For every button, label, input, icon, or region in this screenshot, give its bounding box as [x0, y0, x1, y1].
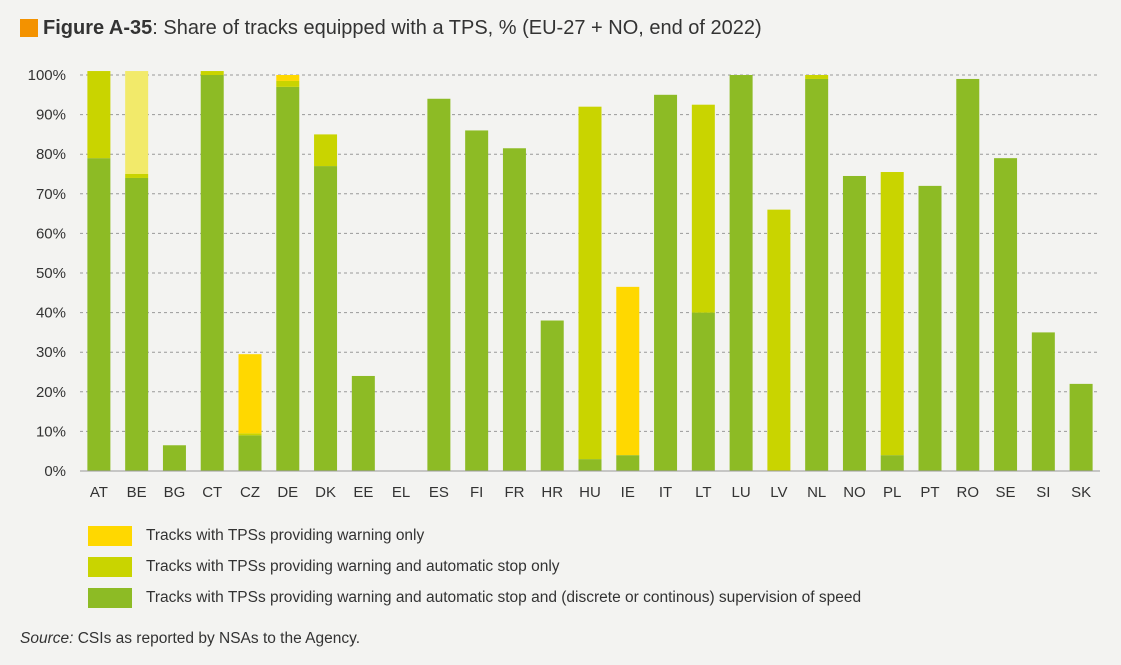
legend: Tracks with TPSs providing warning only … [88, 520, 861, 613]
bar-segment [125, 174, 149, 178]
bar-segment [87, 71, 111, 159]
bar-segment [994, 158, 1018, 471]
x-tick-label: IE [621, 484, 635, 501]
y-tick-label: 90% [36, 107, 66, 124]
bars [87, 71, 1093, 472]
x-axis-tick-labels: AT BE BG CT CZ DE DK EE EL ES FI FR HR HU IE IT LT LU LV NL… [90, 484, 1091, 501]
y-tick-label: 60% [36, 225, 66, 242]
bar-segment [654, 94, 678, 472]
bar-segment [691, 312, 715, 471]
figure-title-text: : Share of tracks equipped with a TPS, %… [152, 17, 762, 39]
bar-segment [578, 106, 602, 460]
x-tick-label: ES [429, 484, 449, 501]
x-tick-label: CT [202, 484, 222, 501]
x-tick-label: LV [770, 484, 787, 501]
x-tick-label: FI [470, 484, 483, 501]
bar-segment [616, 286, 640, 456]
bar-segment [276, 80, 300, 87]
figure-marker-icon [20, 19, 38, 37]
x-tick-label: LU [732, 484, 751, 501]
source-text: CSIs as reported by NSAs to the Agency. [73, 630, 361, 647]
bar-segment [87, 158, 111, 471]
bar-segment [805, 78, 829, 472]
legend-label: Tracks with TPSs providing warning and a… [146, 557, 560, 575]
x-tick-label: FR [504, 484, 524, 501]
bar-segment [691, 104, 715, 313]
x-tick-label: SI [1036, 484, 1050, 501]
legend-swatch [88, 587, 132, 608]
x-tick-label: BG [164, 484, 186, 501]
y-tick-label: 30% [36, 344, 66, 361]
x-tick-label: NO [843, 484, 866, 501]
legend-item-warning-stop-supervision: Tracks with TPSs providing warning and a… [88, 582, 861, 613]
y-tick-label: 80% [36, 146, 66, 163]
y-tick-label: 100% [28, 67, 66, 84]
x-tick-label: EE [353, 484, 373, 501]
bar-segment [200, 75, 224, 471]
y-tick-label: 40% [36, 305, 66, 322]
bar-segment [314, 166, 338, 471]
bar-segment [956, 78, 980, 472]
bar-segment [880, 172, 904, 456]
bar-segment [200, 71, 224, 75]
bar-segment [805, 75, 829, 79]
bar-segment [767, 209, 791, 471]
bar-segment [276, 86, 300, 471]
bar-segment [238, 354, 262, 434]
x-tick-label: IT [659, 484, 672, 501]
bar-segment [1031, 332, 1055, 471]
x-tick-label: EL [392, 484, 410, 501]
bar-segment [578, 459, 602, 471]
source-note: Source: CSIs as reported by NSAs to the … [20, 630, 360, 648]
bar-segment [314, 134, 338, 167]
x-tick-label: SK [1071, 484, 1091, 501]
x-tick-label: SE [996, 484, 1016, 501]
y-tick-label: 70% [36, 186, 66, 203]
x-tick-label: RO [957, 484, 980, 501]
bar-segment [276, 75, 300, 81]
bar-segment [729, 75, 753, 471]
figure-label: Figure A-35 [43, 17, 153, 39]
x-tick-label: DE [277, 484, 298, 501]
bar-segment [465, 130, 489, 471]
legend-item-warning-only: Tracks with TPSs providing warning only [88, 520, 861, 551]
bar-segment [918, 185, 942, 471]
bar-segment [1069, 383, 1093, 471]
bar-segment [880, 455, 904, 471]
legend-item-warning-and-stop: Tracks with TPSs providing warning and a… [88, 551, 861, 582]
bar-segment [502, 148, 526, 471]
x-tick-label: PL [883, 484, 901, 501]
x-tick-label: BE [127, 484, 147, 501]
bar-segment [238, 435, 262, 471]
y-tick-label: 20% [36, 384, 66, 401]
source-label: Source: [20, 630, 74, 647]
bar-segment [351, 375, 375, 471]
x-tick-label: LT [695, 484, 711, 501]
legend-swatch [88, 556, 132, 577]
bar-chart: 0% 10% 20% 30% 40% 50% 60% 70% 80% 90% 100% AT BE BG… [28, 67, 1100, 501]
bar-segment [125, 71, 149, 174]
y-tick-label: 50% [36, 265, 66, 282]
y-tick-label: 10% [36, 423, 66, 440]
figure-title: Figure A-35: Share of tracks equipped wi… [20, 16, 762, 40]
x-tick-label: HU [579, 484, 601, 501]
x-tick-label: HR [541, 484, 563, 501]
x-tick-label: PT [920, 484, 939, 501]
bar-segment [125, 177, 149, 471]
bar-segment [162, 445, 186, 471]
bar-segment [427, 98, 451, 471]
bar-segment [616, 455, 640, 471]
y-axis-tick-labels: 0% 10% 20% 30% 40% 50% 60% 70% 80% 90% 100% [28, 67, 66, 480]
x-tick-label: AT [90, 484, 108, 501]
bar-segment [842, 175, 866, 472]
bar-segment [540, 320, 564, 471]
bar-segment [238, 433, 262, 436]
y-tick-label: 0% [44, 463, 66, 480]
legend-label: Tracks with TPSs providing warning and a… [146, 588, 862, 606]
x-tick-label: DK [315, 484, 336, 501]
x-tick-label: NL [807, 484, 826, 501]
legend-label: Tracks with TPSs providing warning only [146, 526, 425, 544]
legend-swatch [88, 525, 132, 546]
x-tick-label: CZ [240, 484, 260, 501]
